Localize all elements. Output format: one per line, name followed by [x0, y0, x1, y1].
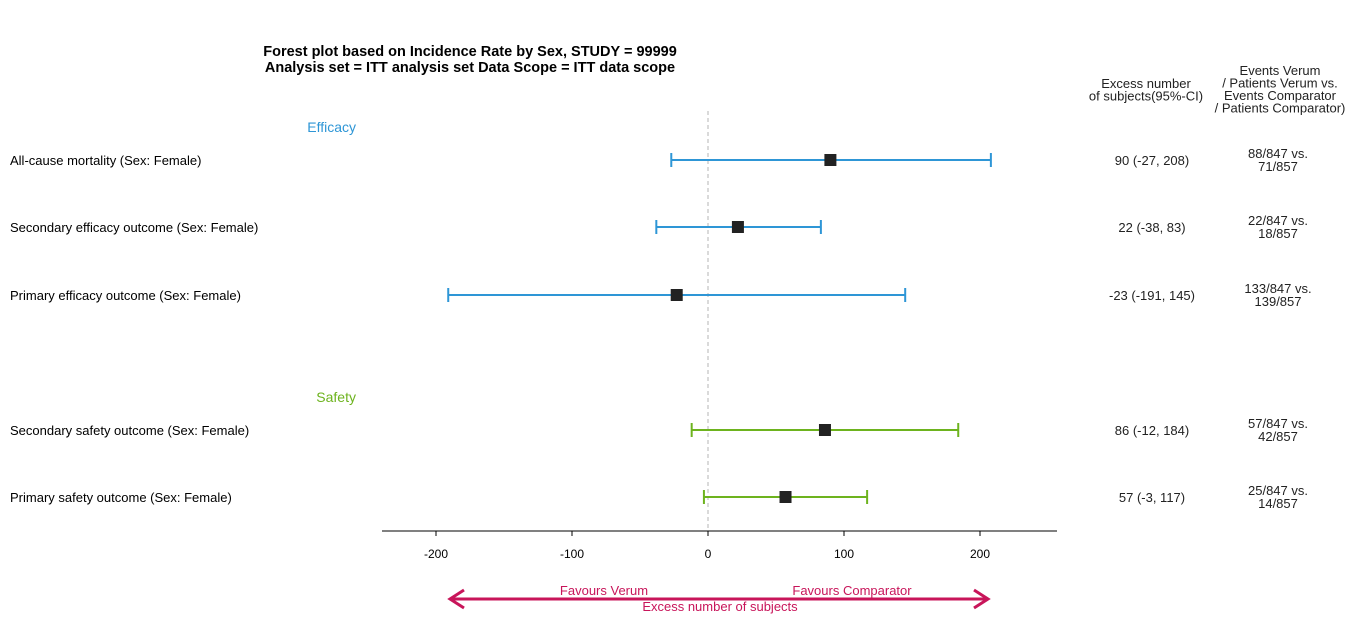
events-column-header: / Patients Verum vs.: [1222, 76, 1338, 91]
events-value: 133/847 vs.: [1244, 281, 1311, 296]
events-value: 14/857: [1258, 496, 1298, 511]
x-tick-label: 200: [970, 547, 990, 561]
favours-left-arrowhead: [447, 588, 465, 610]
row-label: Primary safety outcome (Sex: Female): [10, 490, 232, 505]
excess-value: 22 (-38, 83): [1118, 220, 1185, 235]
x-axis-label: Excess number of subjects: [642, 599, 798, 614]
events-value: 22/847 vs.: [1248, 213, 1308, 228]
excess-value: 90 (-27, 208): [1115, 153, 1189, 168]
events-value: 139/857: [1255, 294, 1302, 309]
favours-comparator-label: Favours Comparator: [792, 583, 912, 598]
x-tick-label: -200: [424, 547, 448, 561]
chart-title-line: Analysis set = ITT analysis set Data Sco…: [265, 60, 675, 76]
row-label: Secondary efficacy outcome (Sex: Female): [10, 220, 258, 235]
x-tick-label: 100: [834, 547, 854, 561]
events-column-header: / Patients Comparator): [1215, 101, 1346, 116]
x-tick-label: -100: [560, 547, 584, 561]
row-label: Primary efficacy outcome (Sex: Female): [10, 288, 241, 303]
events-value: 25/847 vs.: [1248, 483, 1308, 498]
point-estimate-marker: [824, 154, 837, 166]
excess-value: 86 (-12, 184): [1115, 423, 1189, 438]
excess-value: -23 (-191, 145): [1109, 288, 1195, 303]
point-estimate-marker: [731, 221, 744, 233]
excess-value: 57 (-3, 117): [1119, 490, 1185, 505]
point-estimate-marker: [779, 491, 792, 503]
point-estimate-marker: [818, 424, 831, 436]
excess-column-header: of subjects(95%-CI): [1089, 89, 1203, 104]
excess-column-header: Excess number: [1101, 76, 1191, 91]
events-column-header: Events Comparator: [1224, 88, 1337, 103]
group-header: Safety: [316, 389, 356, 405]
point-estimate-marker: [670, 289, 683, 301]
favours-verum-label: Favours Verum: [560, 583, 648, 598]
group-header: Efficacy: [307, 119, 356, 135]
events-value: 88/847 vs.: [1248, 146, 1308, 161]
events-value: 57/847 vs.: [1248, 416, 1308, 431]
chart-title-line: Forest plot based on Incidence Rate by S…: [263, 44, 677, 60]
row-label: Secondary safety outcome (Sex: Female): [10, 423, 249, 438]
x-tick-label: 0: [705, 547, 712, 561]
events-value: 71/857: [1258, 159, 1298, 174]
events-value: 42/857: [1258, 429, 1298, 444]
events-column-header: Events Verum: [1240, 63, 1321, 78]
row-label: All-cause mortality (Sex: Female): [10, 153, 201, 168]
events-value: 18/857: [1258, 226, 1298, 241]
favours-right-arrowhead: [973, 588, 991, 610]
